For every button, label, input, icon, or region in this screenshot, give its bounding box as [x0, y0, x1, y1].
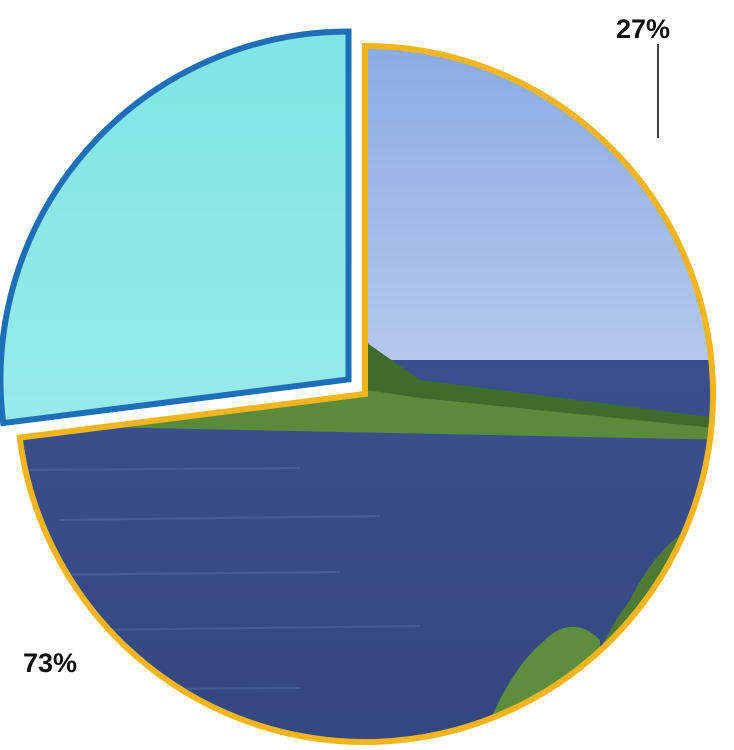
- slice-small: [0, 28, 352, 427]
- slice-label-small: 27%: [616, 14, 670, 44]
- slice-large: [16, 42, 716, 745]
- slice-label-large: 73%: [23, 648, 77, 678]
